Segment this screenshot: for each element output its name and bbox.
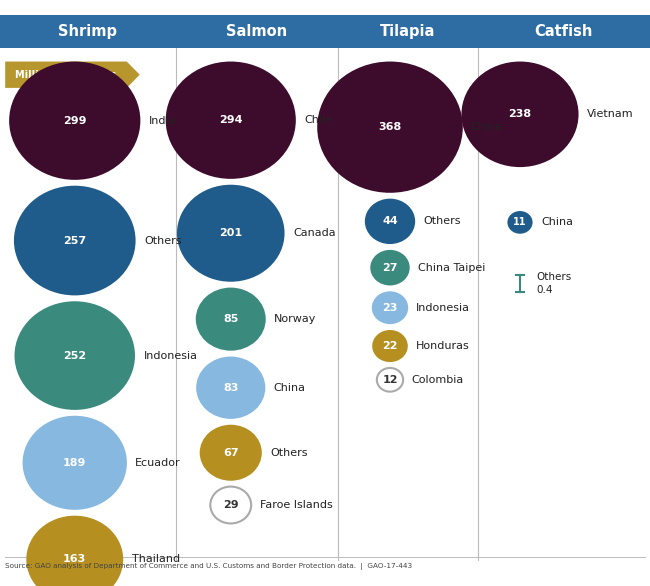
- Text: 23: 23: [382, 303, 398, 313]
- Text: 368: 368: [378, 122, 402, 132]
- Text: 252: 252: [63, 350, 86, 360]
- Text: 189: 189: [63, 458, 86, 468]
- Text: 85: 85: [223, 314, 239, 324]
- Text: Canada: Canada: [293, 228, 335, 239]
- Text: Indonesia: Indonesia: [144, 350, 198, 360]
- Text: Ecuador: Ecuador: [135, 458, 181, 468]
- Text: Vietnam: Vietnam: [587, 110, 634, 120]
- Circle shape: [166, 62, 296, 179]
- Text: 27: 27: [382, 263, 398, 272]
- Circle shape: [26, 516, 124, 586]
- Text: Catfish: Catfish: [535, 24, 593, 39]
- Circle shape: [372, 291, 408, 324]
- Circle shape: [196, 356, 265, 419]
- Circle shape: [211, 486, 251, 523]
- Circle shape: [365, 199, 415, 244]
- Text: 299: 299: [63, 115, 86, 125]
- Polygon shape: [5, 62, 140, 88]
- Bar: [0, 15, 176, 48]
- Circle shape: [370, 250, 410, 285]
- Circle shape: [14, 186, 136, 295]
- Text: Norway: Norway: [274, 314, 317, 324]
- Text: India: India: [149, 115, 176, 125]
- Text: Tilapia: Tilapia: [380, 24, 436, 39]
- Text: Millions of pounds: Millions of pounds: [16, 70, 116, 80]
- Circle shape: [196, 288, 266, 350]
- Circle shape: [317, 62, 463, 193]
- Circle shape: [200, 425, 262, 481]
- Text: 238: 238: [508, 110, 532, 120]
- Circle shape: [462, 62, 578, 167]
- Text: 83: 83: [223, 383, 239, 393]
- Text: 11: 11: [514, 217, 526, 227]
- Text: 201: 201: [219, 228, 242, 239]
- Circle shape: [23, 415, 127, 510]
- Bar: [478, 15, 650, 48]
- Text: 163: 163: [63, 554, 86, 564]
- Text: 294: 294: [219, 115, 242, 125]
- Text: China: China: [471, 122, 502, 132]
- Circle shape: [372, 330, 408, 362]
- Bar: [176, 15, 338, 48]
- Bar: [338, 15, 478, 48]
- Circle shape: [508, 211, 532, 234]
- Text: Source: GAO analysis of Department of Commerce and U.S. Customs and Border Prote: Source: GAO analysis of Department of Co…: [5, 563, 412, 570]
- Text: China: China: [541, 217, 573, 227]
- Text: China Taipei: China Taipei: [417, 263, 485, 272]
- Text: Honduras: Honduras: [415, 341, 469, 351]
- Text: Colombia: Colombia: [411, 375, 463, 385]
- Text: Others: Others: [423, 216, 460, 226]
- Text: Others: Others: [144, 236, 181, 246]
- Text: Others
0.4: Others 0.4: [536, 272, 571, 295]
- Text: 257: 257: [63, 236, 86, 246]
- Text: 12: 12: [382, 375, 398, 385]
- Circle shape: [14, 301, 135, 410]
- Text: Others: Others: [270, 448, 307, 458]
- Circle shape: [377, 368, 403, 391]
- Circle shape: [9, 62, 140, 180]
- Text: Indonesia: Indonesia: [416, 303, 470, 313]
- Text: Thailand: Thailand: [132, 554, 180, 564]
- Text: 67: 67: [223, 448, 239, 458]
- Text: China: China: [274, 383, 305, 393]
- Text: Faroe Islands: Faroe Islands: [259, 500, 332, 510]
- Text: Shrimp: Shrimp: [58, 24, 117, 39]
- Text: Chile: Chile: [304, 115, 332, 125]
- Text: 22: 22: [382, 341, 398, 351]
- Text: 44: 44: [382, 216, 398, 226]
- Text: 29: 29: [223, 500, 239, 510]
- Circle shape: [177, 185, 285, 282]
- Text: Salmon: Salmon: [226, 24, 287, 39]
